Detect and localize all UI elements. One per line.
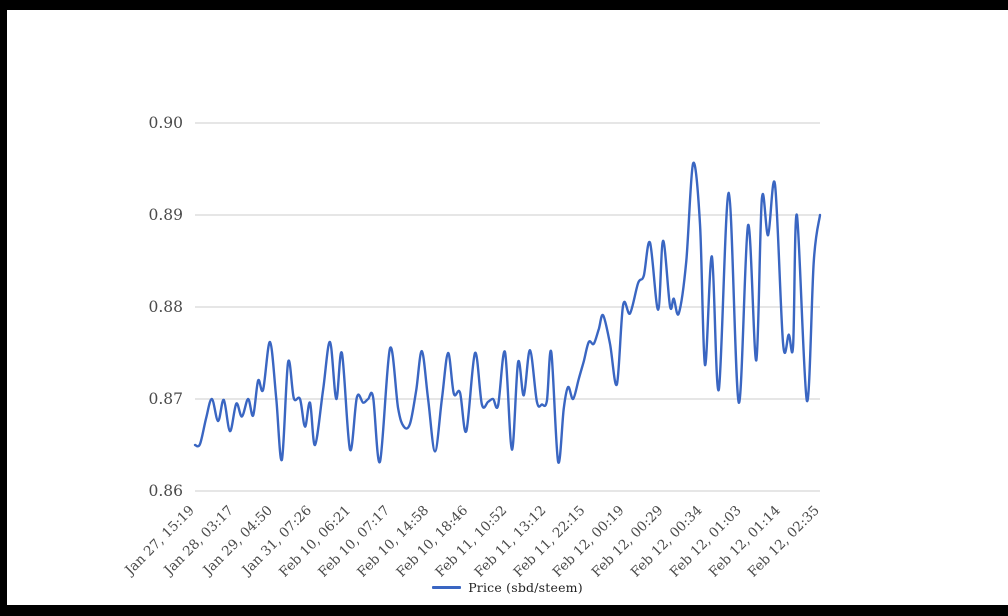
price-line-series[interactable]	[193, 161, 822, 464]
y-tick-label: 0.87	[148, 390, 183, 408]
y-tick-label: 0.89	[148, 206, 183, 224]
y-tick-label: 0.90	[148, 114, 183, 132]
chart-legend: Price (sbd/steem)	[7, 580, 1008, 595]
y-tick-label: 0.88	[148, 298, 183, 316]
legend-line-swatch	[432, 586, 462, 589]
legend-label: Price (sbd/steem)	[468, 580, 583, 595]
y-tick-label: 0.86	[148, 482, 183, 500]
page: 0.90 0.89 0.88 0.87 0.86 Jan 27, 15:19 Jan 28,…	[7, 10, 1008, 605]
x-tick-label: Feb 12, 02:35	[745, 503, 823, 581]
